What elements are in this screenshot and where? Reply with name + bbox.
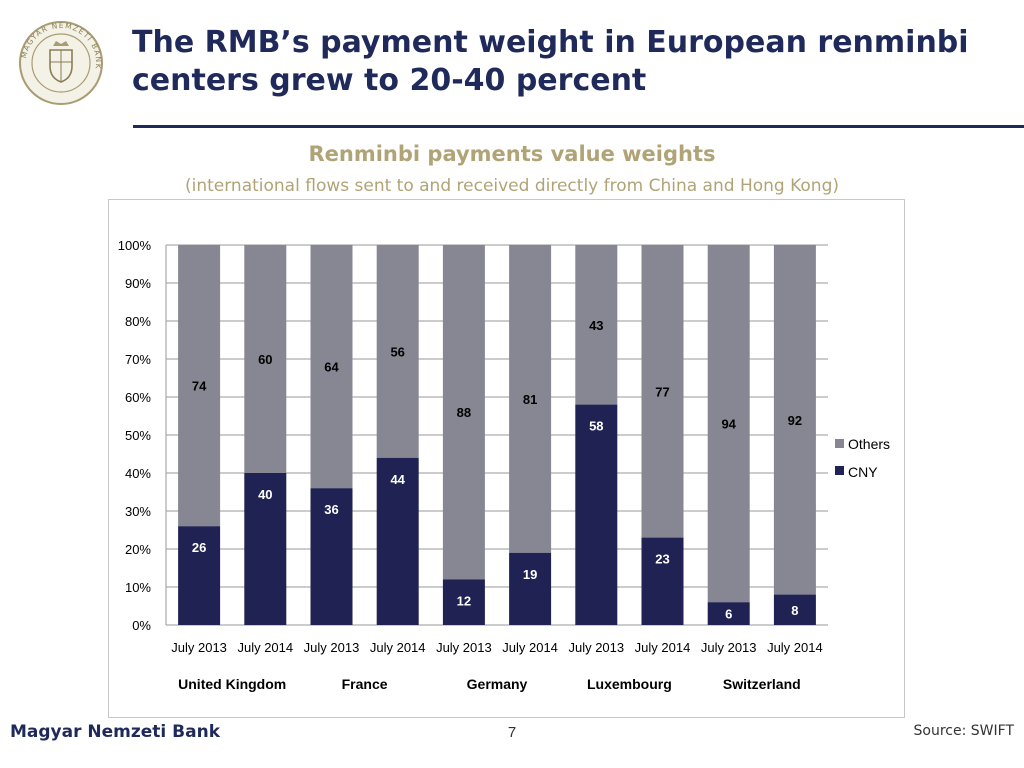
bar-others bbox=[244, 245, 287, 473]
y-tick-label: 70% bbox=[125, 352, 151, 367]
bar-others bbox=[442, 245, 485, 580]
y-tick-label: 80% bbox=[125, 314, 151, 329]
x-tick-label: July 2014 bbox=[635, 640, 691, 655]
data-label-others: 92 bbox=[788, 413, 802, 428]
bar-others bbox=[707, 245, 750, 603]
data-label-cny: 40 bbox=[258, 487, 272, 502]
source-note: Source: SWIFT bbox=[913, 723, 1014, 739]
bar-others bbox=[509, 245, 552, 553]
bar-others bbox=[310, 245, 353, 489]
legend-swatch-cny bbox=[835, 466, 844, 475]
bar-cny bbox=[376, 457, 419, 625]
bar-others bbox=[178, 245, 221, 527]
y-tick-label: 100% bbox=[118, 238, 152, 253]
bar-others bbox=[641, 245, 684, 538]
data-label-cny: 58 bbox=[589, 419, 603, 434]
x-tick-label: July 2013 bbox=[568, 640, 624, 655]
bar-cny bbox=[509, 552, 552, 625]
bar-cny bbox=[575, 404, 618, 625]
bank-seal-icon: MAGYAR NEMZETI BANK bbox=[19, 21, 103, 105]
data-label-others: 94 bbox=[721, 417, 736, 432]
y-tick-label: 90% bbox=[125, 276, 151, 291]
bar-others bbox=[575, 245, 618, 405]
y-tick-label: 30% bbox=[125, 504, 151, 519]
group-label: United Kingdom bbox=[178, 676, 286, 692]
bank-logo: MAGYAR NEMZETI BANK bbox=[18, 20, 104, 106]
bar-others bbox=[773, 245, 816, 595]
chart-subtitle: (international flows sent to and receive… bbox=[184, 176, 839, 196]
data-label-others: 77 bbox=[655, 384, 669, 399]
bar-cny bbox=[442, 579, 485, 625]
footer-bank-name: Magyar Nemzeti Bank bbox=[10, 722, 221, 742]
x-tick-label: July 2013 bbox=[171, 640, 227, 655]
chart-frame bbox=[108, 199, 905, 718]
y-tick-label: 40% bbox=[125, 466, 151, 481]
bar-cny bbox=[707, 602, 750, 625]
data-label-others: 43 bbox=[589, 318, 603, 333]
x-tick-label: July 2014 bbox=[370, 640, 426, 655]
bar-cny bbox=[641, 537, 684, 625]
slide-title-line-2: centers grew to 20-40 percent bbox=[132, 63, 647, 98]
data-label-others: 64 bbox=[324, 360, 339, 375]
x-tick-label: July 2013 bbox=[304, 640, 360, 655]
data-label-cny: 8 bbox=[791, 603, 798, 618]
page-number: 7 bbox=[507, 724, 517, 741]
y-tick-label: 60% bbox=[125, 390, 151, 405]
data-label-others: 88 bbox=[457, 405, 471, 420]
group-label: Germany bbox=[467, 676, 528, 692]
group-label: Luxembourg bbox=[587, 676, 672, 692]
legend-label-cny: CNY bbox=[848, 464, 878, 480]
data-label-others: 60 bbox=[258, 352, 272, 367]
bar-cny bbox=[310, 488, 353, 625]
bar-cny bbox=[178, 526, 221, 625]
group-label: France bbox=[342, 676, 388, 692]
data-label-cny: 12 bbox=[457, 593, 471, 608]
data-label-cny: 6 bbox=[725, 607, 732, 622]
legend-swatch-others bbox=[835, 439, 844, 448]
bar-cny bbox=[773, 594, 816, 625]
data-label-others: 74 bbox=[192, 379, 207, 394]
title-divider bbox=[133, 125, 1024, 128]
bar-cny bbox=[244, 473, 287, 625]
x-tick-label: July 2014 bbox=[502, 640, 558, 655]
y-tick-label: 50% bbox=[125, 428, 151, 443]
data-label-cny: 26 bbox=[192, 540, 206, 555]
data-label-others: 81 bbox=[523, 392, 537, 407]
y-tick-label: 10% bbox=[125, 580, 151, 595]
x-tick-label: July 2013 bbox=[701, 640, 757, 655]
slide-title: The RMB’s payment weight in European ren… bbox=[132, 24, 992, 100]
y-tick-label: 20% bbox=[125, 542, 151, 557]
data-label-cny: 19 bbox=[523, 567, 537, 582]
data-label-cny: 36 bbox=[324, 502, 338, 517]
legend-label-others: Others bbox=[848, 436, 890, 452]
group-label: Switzerland bbox=[723, 676, 801, 692]
x-tick-label: July 2014 bbox=[237, 640, 293, 655]
bar-others bbox=[376, 245, 419, 458]
x-tick-label: July 2013 bbox=[436, 640, 492, 655]
data-label-cny: 44 bbox=[390, 472, 405, 487]
y-tick-label: 0% bbox=[132, 618, 151, 633]
data-label-cny: 23 bbox=[655, 552, 669, 567]
slide-title-line-1: The RMB’s payment weight in European ren… bbox=[132, 25, 969, 60]
x-tick-label: July 2014 bbox=[767, 640, 823, 655]
data-label-others: 56 bbox=[390, 344, 404, 359]
chart-title: Renminbi payments value weights bbox=[308, 142, 716, 166]
